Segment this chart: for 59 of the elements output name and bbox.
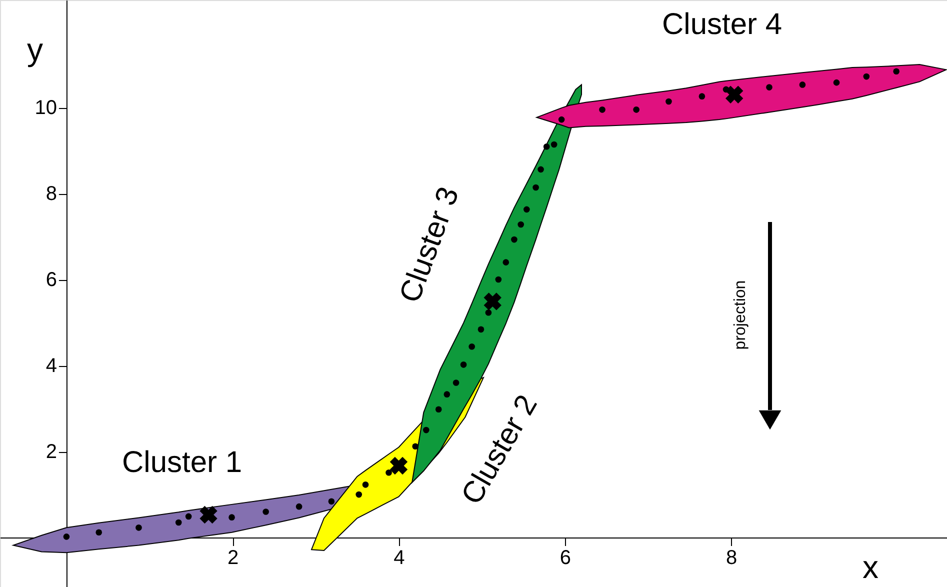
annotation: Cluster 4	[662, 8, 782, 41]
point	[136, 524, 142, 531]
y-tick-label: 4	[46, 355, 57, 378]
point	[296, 503, 302, 510]
point	[460, 362, 467, 368]
point	[518, 221, 524, 228]
x-tick-label: 6	[560, 547, 571, 570]
y-tick-label: 8	[46, 183, 57, 206]
point	[502, 259, 510, 266]
point	[524, 206, 530, 213]
point	[435, 406, 442, 413]
point	[543, 143, 550, 150]
point	[538, 166, 544, 173]
point	[633, 106, 640, 113]
point	[511, 236, 518, 243]
point	[766, 84, 772, 90]
point	[356, 491, 362, 498]
point	[444, 391, 450, 398]
point	[478, 326, 484, 333]
point	[599, 106, 606, 113]
x-tick-label: 4	[394, 547, 405, 570]
point	[362, 481, 369, 488]
point	[698, 93, 706, 100]
point	[863, 73, 870, 80]
point	[412, 443, 419, 450]
point	[558, 116, 565, 123]
point	[386, 469, 392, 476]
point	[422, 426, 430, 434]
y-tick-label: 10	[34, 97, 57, 120]
point	[390, 456, 408, 475]
annotation: Cluster 3	[393, 182, 466, 307]
point	[328, 498, 335, 505]
point	[532, 184, 539, 191]
point	[893, 68, 900, 75]
point	[185, 513, 192, 520]
point	[725, 86, 744, 104]
point	[666, 98, 672, 105]
point	[833, 79, 840, 86]
point	[799, 82, 806, 88]
point	[550, 141, 558, 148]
y-tick-label: 6	[46, 269, 57, 292]
point	[484, 292, 502, 310]
point	[200, 506, 218, 524]
point	[228, 514, 235, 520]
annotation: Cluster 1	[122, 446, 242, 479]
point	[485, 309, 492, 316]
y-axis-title: y	[26, 32, 43, 68]
x-tick-label: 8	[726, 547, 738, 570]
point	[495, 276, 502, 283]
x-tick-label: 2	[228, 547, 239, 570]
point	[468, 343, 475, 350]
point	[452, 380, 460, 386]
annotation: projection	[732, 280, 749, 350]
point	[262, 508, 269, 515]
point	[175, 519, 182, 526]
point	[63, 534, 70, 540]
x-axis-title: x	[862, 549, 878, 586]
y-tick-label: 2	[46, 441, 57, 464]
point	[96, 529, 102, 536]
